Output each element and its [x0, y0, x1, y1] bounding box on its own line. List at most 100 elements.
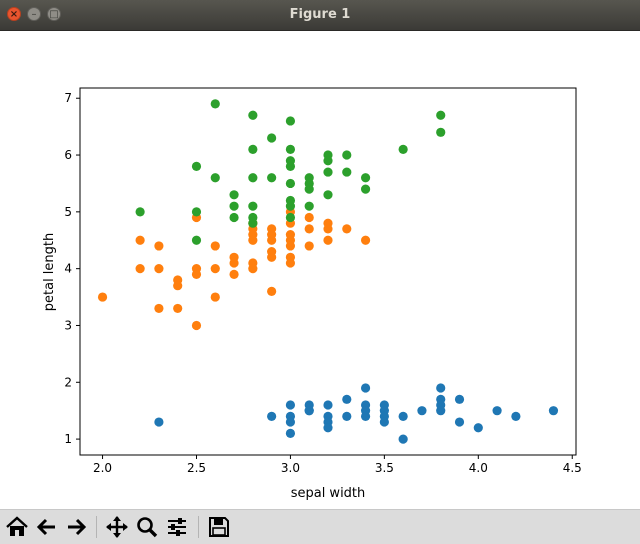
data-point-series-2	[285, 258, 296, 268]
move-icon	[106, 516, 128, 538]
figure-canvas[interactable]: 2.0 2.5 3.0 3.5 4.0 4.5 1 2 3 4 5 6 7 sepal width p…	[0, 31, 640, 509]
data-point-series-2	[173, 303, 183, 314]
data-point-series-3	[285, 161, 296, 171]
data-point-series-3	[285, 201, 296, 211]
data-point-series-1	[492, 406, 502, 416]
data-point-series-2	[97, 292, 108, 302]
data-point-series-3	[323, 156, 333, 166]
data-point-series-2	[323, 235, 333, 245]
home-button[interactable]	[4, 514, 30, 540]
data-point-series-1	[379, 417, 389, 427]
data-point-series-1	[548, 406, 559, 416]
data-point-series-2	[173, 281, 183, 291]
data-point-series-1	[454, 417, 465, 427]
data-point-series-3	[210, 173, 220, 183]
data-point-series-3	[398, 144, 408, 154]
data-point-series-3	[285, 212, 296, 223]
data-point-series-2	[304, 212, 314, 223]
data-point-series-1	[285, 400, 296, 410]
toolbar-separator	[198, 516, 199, 538]
data-point-series-2	[304, 224, 314, 234]
y-tick-label: 6	[64, 148, 72, 162]
data-point-series-1	[360, 383, 371, 393]
x-tick-label: 3.5	[375, 461, 394, 475]
save-button[interactable]	[206, 514, 232, 540]
data-point-series-2	[210, 292, 220, 302]
window-minimize-button[interactable]: –	[27, 7, 41, 21]
data-point-series-3	[285, 178, 296, 189]
x-tick-label: 3.0	[281, 461, 300, 475]
data-point-series-3	[248, 173, 258, 183]
data-point-series-3	[191, 207, 202, 217]
data-point-series-2	[342, 224, 352, 234]
plot-area	[79, 87, 577, 456]
data-point-series-3	[323, 167, 333, 177]
magnifier-icon	[137, 517, 158, 538]
data-point-series-1	[360, 411, 371, 421]
window-titlebar: × – □ Figure 1	[0, 0, 640, 31]
zoom-button[interactable]	[134, 514, 160, 540]
y-tick-label: 4	[64, 262, 72, 276]
data-point-series-2	[191, 269, 202, 279]
data-point-series-2	[267, 286, 277, 296]
data-point-series-1	[323, 400, 333, 410]
x-tick-label: 2.5	[187, 461, 206, 475]
data-point-series-3	[360, 184, 371, 194]
data-point-series-1	[154, 417, 164, 427]
floppy-disk-icon	[209, 517, 229, 537]
data-point-series-1	[436, 383, 446, 393]
data-point-series-2	[285, 241, 296, 251]
scatter-plot[interactable]: 2.0 2.5 3.0 3.5 4.0 4.5 1 2 3 4 5 6 7 sepal width p…	[0, 31, 640, 509]
data-point-series-2	[154, 264, 164, 274]
data-point-series-1	[285, 428, 296, 439]
data-point-series-2	[210, 264, 220, 274]
sliders-icon	[168, 518, 186, 536]
data-point-series-3	[267, 173, 277, 183]
y-tick-label: 5	[64, 205, 72, 219]
data-point-series-3	[248, 218, 258, 228]
forward-button[interactable]	[63, 514, 89, 540]
data-point-series-3	[135, 207, 145, 217]
x-axis-label: sepal width	[291, 486, 366, 501]
data-point-series-2	[248, 264, 258, 274]
pan-button[interactable]	[104, 514, 130, 540]
x-axis-ticks: 2.0 2.5 3.0 3.5 4.0 4.5	[93, 455, 582, 475]
data-point-series-2	[154, 241, 164, 251]
data-point-series-2	[267, 235, 277, 245]
data-point-series-2	[267, 252, 277, 262]
data-point-series-3	[248, 201, 258, 211]
data-point-series-1	[267, 411, 277, 421]
data-point-series-3	[342, 150, 352, 160]
x-tick-label: 2.0	[93, 461, 112, 475]
data-point-series-2	[135, 235, 145, 245]
data-point-series-2	[154, 303, 164, 314]
y-tick-label: 3	[64, 318, 72, 332]
back-button[interactable]	[34, 514, 60, 540]
data-point-series-3	[267, 133, 277, 143]
arrow-right-icon	[68, 518, 87, 536]
data-point-series-2	[229, 258, 239, 268]
y-tick-label: 7	[64, 91, 72, 105]
y-axis-ticks: 1 2 3 4 5 6 7	[64, 91, 80, 446]
window-close-button[interactable]: ×	[7, 7, 21, 21]
data-points	[97, 99, 559, 444]
data-point-series-3	[210, 99, 220, 109]
data-point-series-1	[342, 411, 352, 421]
data-point-series-1	[417, 406, 427, 416]
data-point-series-1	[454, 394, 465, 404]
data-point-series-2	[323, 224, 333, 234]
navigation-toolbar	[0, 509, 640, 544]
arrow-left-icon	[36, 518, 55, 536]
data-point-series-3	[285, 144, 296, 154]
toolbar-separator	[96, 516, 97, 538]
data-point-series-1	[323, 423, 333, 433]
data-point-series-2	[360, 235, 371, 245]
configure-subplots-button[interactable]	[164, 514, 190, 540]
y-axis-label: petal length	[42, 233, 57, 312]
data-point-series-3	[360, 173, 371, 183]
data-point-series-2	[304, 241, 314, 251]
window-title: Figure 1	[289, 7, 351, 22]
data-point-series-2	[191, 320, 202, 331]
window-maximize-button[interactable]: □	[47, 7, 61, 21]
data-point-series-3	[436, 110, 446, 120]
